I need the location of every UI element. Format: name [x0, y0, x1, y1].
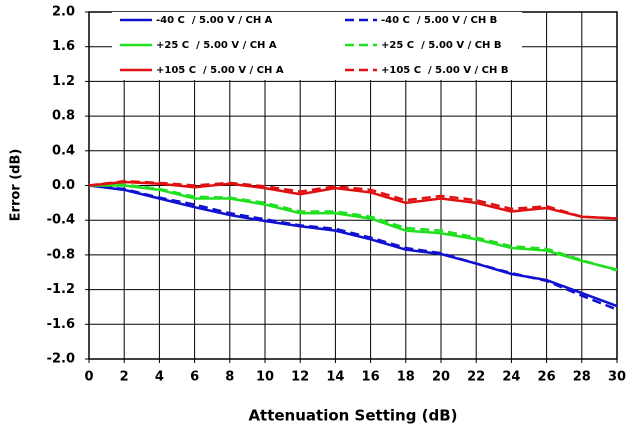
legend-label: -40 C / 5.00 V / CH B — [381, 15, 497, 26]
y-tick-label: -1.2 — [47, 282, 75, 297]
y-tick-label: 2.0 — [52, 5, 75, 20]
legend-label: +25 C / 5.00 V / CH A — [156, 40, 277, 51]
x-tick-label: 10 — [256, 370, 274, 385]
x-tick-label: 26 — [538, 370, 556, 385]
series-line — [88, 180, 618, 220]
legend-label: +105 C / 5.00 V / CH B — [381, 65, 509, 76]
x-tick-label: 16 — [362, 370, 380, 385]
y-tick-label: -0.8 — [47, 247, 75, 262]
x-tick-label: 18 — [397, 370, 415, 385]
series-line — [89, 184, 618, 271]
x-tick-label: 14 — [326, 370, 344, 385]
y-tick-label: -1.6 — [47, 317, 75, 332]
legend-label: +25 C / 5.00 V / CH B — [381, 40, 502, 51]
x-tick-label: 4 — [155, 370, 164, 385]
y-axis-title: Error (dB) — [9, 149, 24, 222]
y-tick-label: 0.8 — [52, 109, 75, 124]
x-tick-label: 30 — [608, 370, 626, 385]
series-line — [88, 183, 618, 272]
x-tick-label: 22 — [467, 370, 485, 385]
legend-box — [112, 12, 522, 80]
x-tick-label: 0 — [84, 370, 93, 385]
x-tick-label: 12 — [291, 370, 309, 385]
x-tick-label: 28 — [573, 370, 591, 385]
x-tick-label: 8 — [225, 370, 234, 385]
series-line — [88, 184, 618, 311]
y-tick-label: -0.4 — [47, 213, 75, 228]
x-tick-label: 2 — [120, 370, 129, 385]
legend-label: -40 C / 5.00 V / CH A — [156, 15, 273, 26]
x-tick-label: 20 — [432, 370, 450, 385]
y-tick-label: 1.2 — [52, 74, 75, 89]
x-tick-label: 6 — [190, 370, 199, 385]
y-tick-label: 1.6 — [52, 39, 75, 54]
y-tick-label: 0.4 — [52, 143, 75, 158]
x-tick-label: 24 — [502, 370, 520, 385]
legend-label: +105 C / 5.00 V / CH A — [156, 65, 284, 76]
y-tick-label: -2.0 — [47, 352, 75, 367]
series-line — [88, 179, 618, 220]
y-tick-label: 0.0 — [52, 178, 75, 193]
x-axis-title: Attenuation Setting (dB) — [248, 407, 457, 425]
